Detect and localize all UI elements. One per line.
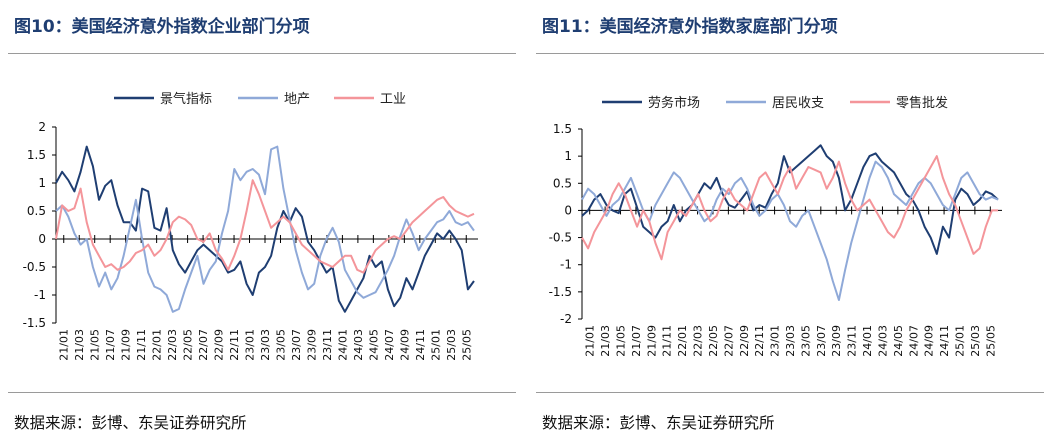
x-tick-label: 24/09: [398, 329, 411, 361]
x-tick-label: 23/03: [259, 329, 272, 361]
x-tick-label: 22/07: [722, 325, 735, 357]
x-tick-label: 23/05: [274, 329, 287, 361]
x-tick-label: 21/05: [615, 325, 628, 357]
x-tick-label: 25/05: [984, 325, 997, 357]
y-tick-label: 2: [38, 120, 46, 134]
y-tick-label: -1.5: [23, 316, 46, 330]
x-tick-label: 25/01: [429, 329, 442, 361]
x-tick-label: 21/11: [135, 329, 148, 361]
x-tick-label: 23/03: [784, 325, 797, 357]
legend-label: 居民收支: [772, 96, 824, 111]
divider: [536, 392, 1044, 393]
x-tick-label: 22/05: [182, 329, 195, 361]
x-tick-label: 24/07: [383, 329, 396, 361]
legend-label: 地产: [284, 92, 310, 107]
chart-panel-left: 图10：美国经济意外指数企业部门分项 2 1.5 1 0.5 0 -0.5 -1 -1.5 21…: [8, 0, 518, 447]
y-tick-label: 0: [564, 203, 572, 217]
x-tick-label: 23/01: [244, 329, 257, 361]
x-tick-label: 24/09: [923, 325, 936, 357]
x-tick-label: 24/05: [892, 325, 905, 357]
chart-10-svg: 21.510.50-0.5-1-1.521/01 21/03 21/05 21/07 2…: [23, 91, 478, 361]
x-tick-label: 22/01: [676, 325, 689, 357]
series-line: [55, 145, 475, 313]
x-tick-label: 22/11: [228, 329, 241, 361]
y-tick-label: 1.5: [27, 148, 46, 162]
series-line: [581, 160, 999, 301]
figure-title: 图10：美国经济意外指数企业部门分项: [14, 17, 310, 37]
y-tick-label: -1: [34, 288, 46, 302]
x-tick-label: 23/07: [815, 325, 828, 357]
x-tick-label: 25/01: [953, 325, 966, 357]
x-tick-label: 25/03: [969, 325, 982, 357]
x-tick-label: 22/03: [166, 329, 179, 361]
source-note: 数据来源：彭博、东吴证券研究所: [542, 414, 775, 432]
series-line: [55, 179, 475, 274]
legend-label: 工业: [380, 92, 406, 107]
x-tick-label: 21/05: [89, 329, 102, 361]
series-line: [581, 144, 999, 255]
y-tick-label: -0.5: [549, 231, 572, 245]
legend-label: 零售批发: [896, 95, 948, 111]
x-tick-label: 22/09: [213, 329, 226, 361]
x-tick-label: 24/01: [861, 325, 874, 357]
y-tick-label: 0.5: [27, 204, 46, 218]
y-tick-label: 0: [38, 232, 46, 246]
x-tick-label: 21/03: [599, 325, 612, 357]
x-tick-label: 22/09: [738, 325, 751, 357]
x-tick-label: 25/05: [460, 329, 473, 361]
x-tick-label: 21/07: [104, 329, 117, 361]
x-tick-label: 24/07: [907, 325, 920, 357]
figure-title: 图11：美国经济意外指数家庭部门分项: [542, 17, 838, 37]
x-tick-label: 24/11: [938, 325, 951, 357]
x-tick-label: 22/01: [151, 329, 164, 361]
series-line: [581, 155, 998, 261]
legend-label: 劳务市场: [648, 95, 700, 111]
x-tick-label: 23/09: [830, 325, 843, 357]
y-tick-label: 0.5: [553, 176, 572, 190]
x-tick-label: 22/11: [753, 325, 766, 357]
x-tick-label: 21/01: [584, 325, 597, 357]
x-tick-label: 21/11: [661, 325, 674, 357]
y-tick-label: -2: [560, 312, 572, 326]
x-tick-label: 24/11: [414, 329, 427, 361]
divider: [536, 53, 1044, 54]
series-line: [55, 145, 475, 313]
y-tick-label: -1: [560, 258, 572, 272]
legend-label: 景气指标: [160, 91, 212, 107]
chart-11-svg: 1.5 1 0.5 0 -0.5 -1 -1.5 -2 21/01 21/03 21/05 21/07…: [549, 95, 1002, 357]
y-tick-label: 1.5: [553, 122, 572, 136]
source-note: 数据来源：彭博、东吴证券研究所: [14, 414, 247, 432]
x-tick-label: 23/09: [305, 329, 318, 361]
x-tick-label: 21/01: [58, 329, 71, 361]
y-tick-label: 1: [564, 149, 572, 163]
x-tick-label: 22/03: [692, 325, 705, 357]
x-tick-label: 23/05: [799, 325, 812, 357]
x-tick-label: 21/09: [120, 329, 133, 361]
y-tick-label: -0.5: [23, 260, 46, 274]
x-tick-label: 23/11: [846, 325, 859, 357]
x-tick-label: 24/03: [352, 329, 365, 361]
x-tick-label: 22/07: [197, 329, 210, 361]
divider: [8, 392, 516, 393]
x-tick-label: 22/05: [707, 325, 720, 357]
y-tick-label: 1: [38, 176, 46, 190]
divider: [8, 53, 516, 54]
x-tick-label: 25/03: [445, 329, 458, 361]
chart-panel-right: 图11：美国经济意外指数家庭部门分项 1.5 1 0.5 0 -0.5 -1 -1.5 -2 2…: [536, 0, 1046, 447]
x-tick-label: 23/07: [290, 329, 303, 361]
y-tick-label: -1.5: [549, 285, 572, 299]
x-tick-label: 23/01: [769, 325, 782, 357]
x-tick-label: 24/01: [336, 329, 349, 361]
x-tick-label: 24/03: [876, 325, 889, 357]
x-tick-label: 21/07: [630, 325, 643, 357]
x-tick-label: 21/09: [645, 325, 658, 357]
x-tick-label: 23/11: [321, 329, 334, 361]
x-tick-label: 24/05: [367, 329, 380, 361]
x-tick-label: 21/03: [73, 329, 86, 361]
